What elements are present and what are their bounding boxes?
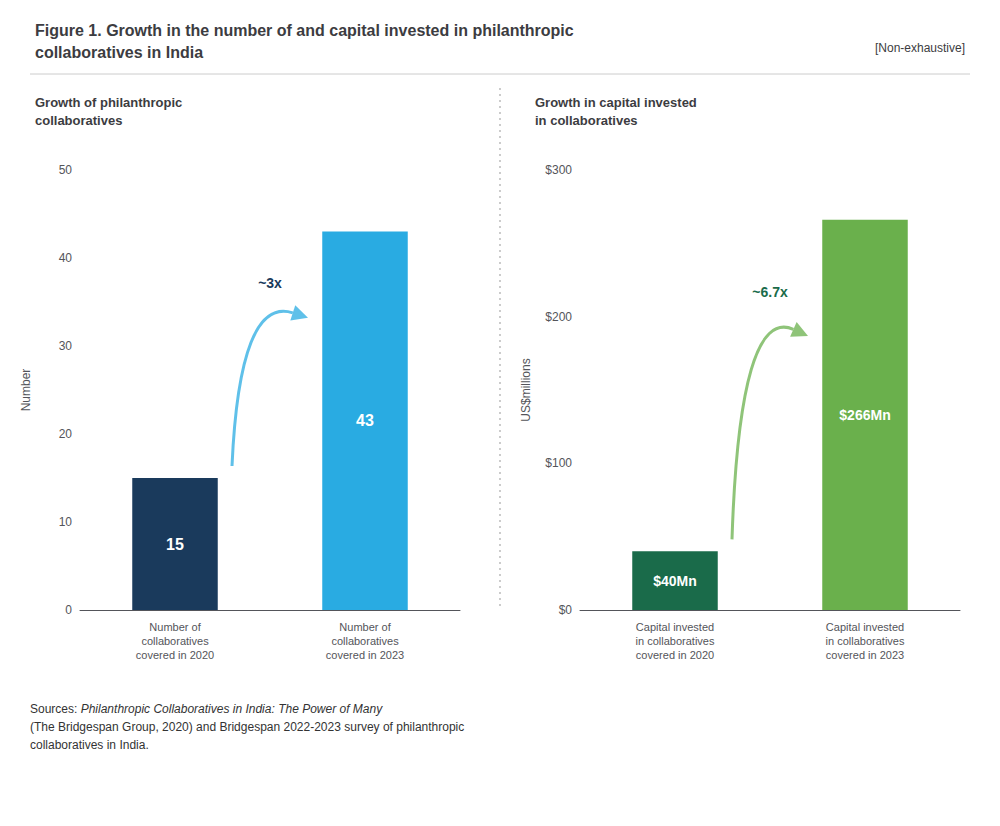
svg-text:covered in 2023: covered in 2023 (326, 649, 404, 661)
svg-text:$266Mn: $266Mn (839, 407, 890, 423)
svg-text:10: 10 (59, 515, 73, 529)
svg-text:Figure 1. Growth in the number: Figure 1. Growth in the number of and ca… (35, 22, 574, 39)
svg-text:50: 50 (59, 163, 73, 177)
svg-text:in collaboratives: in collaboratives (535, 113, 638, 128)
svg-text:covered in 2023: covered in 2023 (826, 649, 904, 661)
svg-text:43: 43 (356, 412, 374, 429)
svg-text:15: 15 (166, 536, 184, 553)
svg-text:~6.7x: ~6.7x (752, 284, 788, 300)
svg-text:collaboratives in India: collaboratives in India (35, 44, 203, 61)
svg-text:in collaboratives: in collaboratives (826, 635, 905, 647)
svg-text:30: 30 (59, 339, 73, 353)
svg-text:Sources:: Sources: (30, 702, 77, 716)
svg-text:$0: $0 (559, 603, 573, 617)
svg-text:(The Bridgespan Group, 2020) a: (The Bridgespan Group, 2020) and Bridges… (30, 720, 464, 734)
svg-text:Capital invested: Capital invested (636, 621, 714, 633)
svg-text:collaboratives: collaboratives (141, 635, 209, 647)
svg-text:Growth of philanthropic: Growth of philanthropic (35, 95, 182, 110)
svg-text:Number of: Number of (149, 621, 201, 633)
svg-text:0: 0 (65, 603, 72, 617)
svg-text:20: 20 (59, 427, 73, 441)
svg-text:in collaboratives: in collaboratives (636, 635, 715, 647)
svg-text:Number of: Number of (339, 621, 391, 633)
svg-text:collaboratives: collaboratives (331, 635, 399, 647)
svg-text:$300: $300 (545, 163, 572, 177)
svg-text:$40Mn: $40Mn (653, 573, 697, 589)
svg-text:US$millions: US$millions (519, 358, 533, 421)
svg-text:$100: $100 (545, 456, 572, 470)
svg-text:covered in 2020: covered in 2020 (136, 649, 214, 661)
svg-text:collaboratives: collaboratives (35, 113, 122, 128)
svg-text:$200: $200 (545, 310, 572, 324)
svg-text:Philanthropic Collaboratives i: Philanthropic Collaboratives in India: T… (81, 702, 383, 716)
svg-text:~3x: ~3x (258, 275, 282, 291)
svg-text:Capital invested: Capital invested (826, 621, 904, 633)
svg-text:Growth in capital invested: Growth in capital invested (535, 95, 697, 110)
svg-text:40: 40 (59, 251, 73, 265)
svg-text:Number: Number (19, 369, 33, 412)
svg-text:collaboratives in India.: collaboratives in India. (30, 738, 149, 752)
svg-text:[Non-exhaustive]: [Non-exhaustive] (875, 41, 965, 55)
svg-text:covered in 2020: covered in 2020 (636, 649, 714, 661)
